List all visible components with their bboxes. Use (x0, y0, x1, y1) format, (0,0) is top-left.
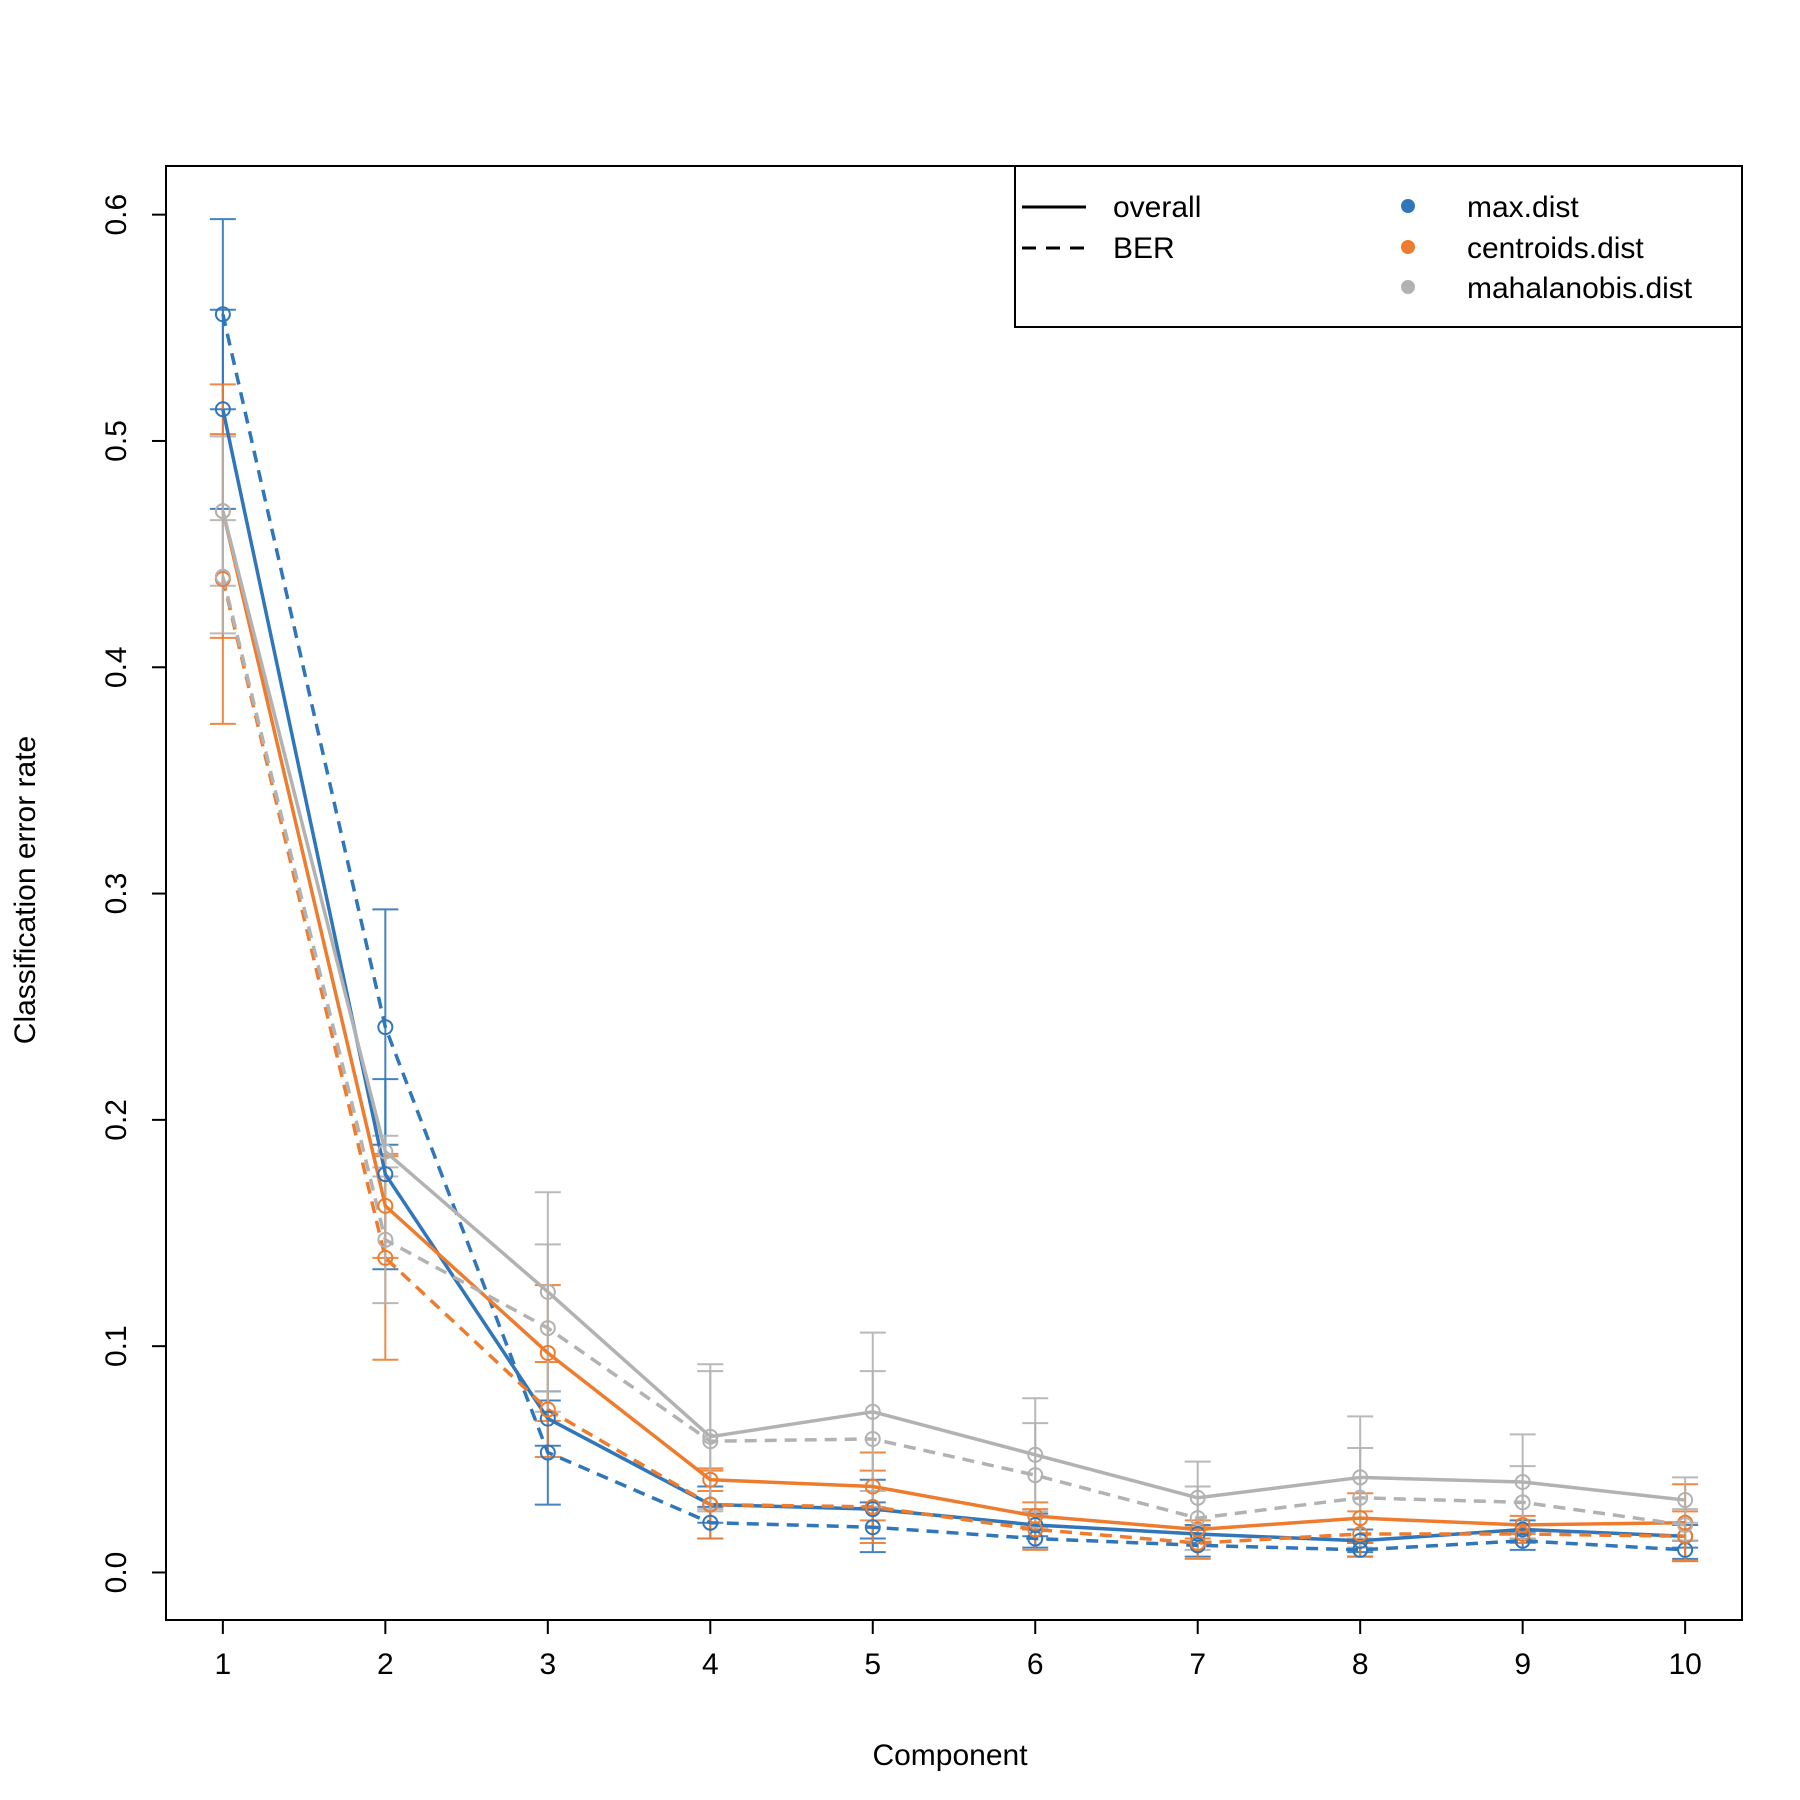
legend-centroids-dist-label: centroids.dist (1467, 232, 1644, 265)
x-tick-label: 2 (377, 1648, 394, 1681)
data-point-max-dist-overall (1352, 1532, 1369, 1549)
legend-mahalanobis-dist-dot (1401, 280, 1415, 294)
plot-frame (165, 165, 1743, 1621)
data-point-mahalanobis-dist-ber (377, 1231, 394, 1248)
data-point-centroids-dist-ber (1677, 1528, 1694, 1545)
series-lines (221, 313, 1686, 1552)
data-point-max-dist-overall (539, 1410, 556, 1427)
x-tick-label: 8 (1352, 1648, 1369, 1681)
data-point-mahalanobis-dist-overall (214, 503, 231, 520)
y-axis-label: Classification error rate (9, 736, 42, 1044)
series-line-max-dist-ber (221, 313, 1686, 1552)
data-point-max-dist-ber (539, 1444, 556, 1461)
legend-max-dist-label: max.dist (1467, 191, 1579, 224)
data-point-mahalanobis-dist-ber (1027, 1467, 1044, 1484)
data-point-mahalanobis-dist-overall (1027, 1446, 1044, 1463)
data-point-centroids-dist-ber (864, 1498, 881, 1515)
data-point-mahalanobis-dist-overall (864, 1403, 881, 1420)
data-point-centroids-dist-ber (1352, 1526, 1369, 1543)
data-point-centroids-dist-overall (1514, 1516, 1531, 1533)
x-axis-label: Component (872, 1739, 1028, 1772)
legend: overall BER max.dist centroids.dist maha… (1014, 165, 1743, 328)
data-point-mahalanobis-dist-overall (1677, 1492, 1694, 1509)
data-point-centroids-dist-ber (377, 1249, 394, 1266)
data-point-centroids-dist-ber (702, 1496, 719, 1513)
data-point-max-dist-ber (702, 1514, 719, 1531)
series-points (214, 306, 1694, 1558)
legend-overall-label: overall (1113, 191, 1201, 224)
data-point-centroids-dist-ber (539, 1401, 556, 1418)
data-point-mahalanobis-dist-ber (214, 568, 231, 585)
data-point-centroids-dist-ber (1027, 1521, 1044, 1538)
data-point-max-dist-ber (377, 1019, 394, 1036)
data-point-centroids-dist-overall (702, 1471, 719, 1488)
legend-mahalanobis-dist-label: mahalanobis.dist (1467, 272, 1693, 305)
data-point-centroids-dist-overall (539, 1344, 556, 1361)
plot-area (165, 165, 1743, 1621)
y-tick-label: 0.0 (100, 1552, 133, 1594)
series-line-mahalanobis-dist-ber (221, 576, 1686, 1527)
series-line-mahalanobis-dist-overall (221, 510, 1686, 1502)
error-bars (209, 218, 1699, 1563)
data-point-max-dist-ber (1352, 1541, 1369, 1558)
data-point-max-dist-overall (1189, 1526, 1206, 1543)
data-point-mahalanobis-dist-overall (1514, 1473, 1531, 1490)
y-tick-label: 0.4 (100, 646, 133, 688)
data-point-mahalanobis-dist-ber (1352, 1489, 1369, 1506)
y-tick-label: 0.5 (100, 420, 133, 462)
x-tick-label: 4 (702, 1648, 719, 1681)
data-point-max-dist-overall (214, 401, 231, 418)
data-point-mahalanobis-dist-ber (1677, 1516, 1694, 1533)
data-point-centroids-dist-ber (1189, 1535, 1206, 1552)
data-point-centroids-dist-overall (864, 1478, 881, 1495)
data-point-centroids-dist-ber (1514, 1526, 1531, 1543)
data-point-max-dist-overall (1514, 1521, 1531, 1538)
x-tick-label: 7 (1189, 1648, 1206, 1681)
series-line-centroids-dist-overall (221, 510, 1686, 1532)
legend-max-dist-dot (1401, 199, 1415, 213)
data-point-mahalanobis-dist-overall (1352, 1469, 1369, 1486)
data-point-max-dist-ber (214, 306, 231, 323)
y-tick-label: 0.3 (100, 873, 133, 915)
legend-box (1014, 165, 1743, 328)
x-tick-label: 5 (864, 1648, 881, 1681)
data-point-mahalanobis-dist-ber (1514, 1494, 1531, 1511)
data-point-mahalanobis-dist-ber (539, 1320, 556, 1337)
x-tick-label: 6 (1027, 1648, 1044, 1681)
x-tick-label: 3 (539, 1648, 556, 1681)
data-point-mahalanobis-dist-overall (1189, 1489, 1206, 1506)
data-point-max-dist-ber (1027, 1530, 1044, 1547)
data-point-max-dist-ber (1514, 1532, 1531, 1549)
data-point-mahalanobis-dist-overall (539, 1283, 556, 1300)
data-point-mahalanobis-dist-ber (702, 1433, 719, 1450)
series-line-centroids-dist-ber (221, 578, 1686, 1545)
y-tick-label: 0.6 (100, 194, 133, 236)
data-point-max-dist-ber (864, 1519, 881, 1536)
series-line-max-dist-overall (221, 408, 1686, 1543)
axes: 1 2 3 4 5 6 7 8 9 10 0.0 0.1 0.2 0.3 0.4 0.5 0.6 (100, 194, 1702, 1681)
data-point-mahalanobis-dist-ber (1189, 1510, 1206, 1527)
legend-ber-label: BER (1113, 232, 1175, 265)
x-tick-label: 9 (1514, 1648, 1531, 1681)
data-point-max-dist-overall (377, 1166, 394, 1183)
data-point-mahalanobis-dist-ber (864, 1430, 881, 1447)
y-tick-label: 0.1 (100, 1325, 133, 1367)
data-point-centroids-dist-overall (377, 1197, 394, 1214)
legend-centroids-dist-dot (1401, 240, 1415, 254)
data-point-centroids-dist-overall (1352, 1510, 1369, 1527)
data-point-mahalanobis-dist-overall (377, 1143, 394, 1160)
x-tick-label: 1 (215, 1648, 232, 1681)
data-point-mahalanobis-dist-overall (702, 1428, 719, 1445)
y-tick-label: 0.2 (100, 1099, 133, 1141)
x-tick-label: 10 (1668, 1648, 1701, 1681)
